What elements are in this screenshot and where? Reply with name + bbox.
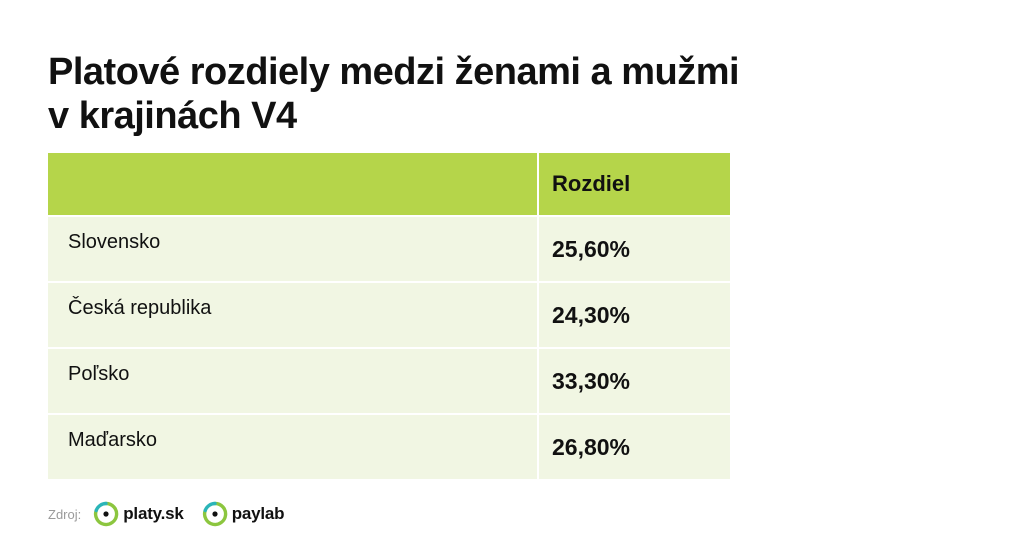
source-label: Zdroj: <box>48 506 82 522</box>
table-row: Maďarsko 26,80% <box>48 415 730 479</box>
page-title: Platové rozdiely medzi ženami a mužmi v … <box>48 50 808 138</box>
header-difference-cell: Rozdiel <box>539 153 730 215</box>
table-row: Slovensko 25,60% <box>48 217 730 283</box>
platy-logo-icon <box>94 501 119 527</box>
header-country-cell <box>48 153 539 215</box>
table-header-row: Rozdiel <box>48 153 730 217</box>
platy-brand-name: platy.sk <box>123 504 184 523</box>
table-row: Poľsko 33,30% <box>48 349 730 415</box>
country-cell: Poľsko <box>48 349 539 413</box>
difference-cell: 33,30% <box>539 349 730 413</box>
source-footer: Zdroj: platy.sk paylab <box>48 497 302 531</box>
platy-brand: platy.sk <box>93 501 184 527</box>
paylab-brand: paylab <box>202 501 285 527</box>
country-cell: Česká republika <box>48 283 539 347</box>
title-line-2: v krajinách V4 <box>48 95 297 137</box>
paylab-brand-name: paylab <box>231 504 285 523</box>
title-line-1: Platové rozdiely medzi ženami a mužmi <box>48 51 740 93</box>
difference-cell: 24,30% <box>539 283 730 347</box>
difference-cell: 25,60% <box>539 217 730 281</box>
difference-cell: 26,80% <box>539 415 730 479</box>
country-cell: Slovensko <box>48 217 539 281</box>
paylab-logo-icon <box>202 501 227 527</box>
pay-gap-table: Rozdiel Slovensko 25,60% Česká republika 24… <box>48 153 730 479</box>
country-cell: Maďarsko <box>48 415 539 479</box>
table-body: Slovensko 25,60% Česká republika 24,30% Poľs… <box>48 217 730 479</box>
table-row: Česká republika 24,30% <box>48 283 730 349</box>
